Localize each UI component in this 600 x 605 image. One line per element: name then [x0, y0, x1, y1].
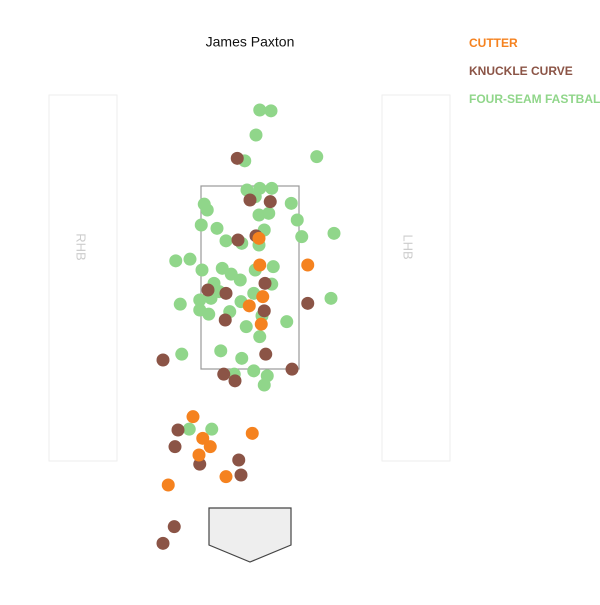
- pitch: [310, 150, 324, 164]
- pitch: [245, 426, 259, 440]
- legend: CUTTER KNUCKLE CURVE FOUR-SEAM FASTBALL: [469, 36, 600, 106]
- pitch: [264, 104, 278, 118]
- pitch: [230, 151, 244, 165]
- pitch: [252, 208, 266, 222]
- pitch: [247, 364, 261, 378]
- pitch: [214, 344, 228, 358]
- pitch: [171, 423, 185, 437]
- pitch: [200, 203, 214, 217]
- pitch: [156, 353, 170, 367]
- pitch: [254, 317, 268, 331]
- pitch: [192, 448, 206, 462]
- pitch: [201, 283, 215, 297]
- side-label: LHB: [401, 234, 416, 259]
- pitch: [253, 330, 267, 344]
- pitch: [196, 431, 210, 445]
- pitch: [252, 231, 266, 245]
- pitch: [175, 347, 189, 361]
- pitch: [203, 440, 217, 454]
- pitch: [210, 221, 224, 235]
- home-plate: [208, 507, 292, 563]
- pitch: [217, 367, 231, 381]
- pitch: [243, 193, 257, 207]
- pitch: [194, 218, 208, 232]
- pitch: [262, 206, 276, 220]
- pitch: [324, 291, 338, 305]
- pitch: [259, 347, 273, 361]
- pitch: [258, 276, 272, 290]
- chart-title: James Paxton: [206, 34, 295, 50]
- pitch: [156, 536, 170, 550]
- pitch: [182, 422, 196, 436]
- pitch: [257, 304, 271, 318]
- pitch: [161, 478, 175, 492]
- pitch: [263, 195, 277, 209]
- pitch: [232, 453, 246, 467]
- pitch: [219, 286, 233, 300]
- pitch: [242, 299, 256, 313]
- pitch: [195, 263, 209, 277]
- pitch: [168, 440, 182, 454]
- pitch: [231, 233, 245, 247]
- pitch: [186, 410, 200, 424]
- batter-box: [381, 94, 451, 462]
- pitch: [233, 273, 247, 287]
- pitch: [205, 422, 219, 436]
- points: [156, 103, 341, 550]
- legend-entry: FOUR-SEAM FASTBALL: [469, 92, 600, 106]
- pitch: [183, 252, 197, 266]
- pitch: [219, 234, 233, 248]
- pitch: [202, 307, 216, 321]
- pitch: [167, 520, 181, 534]
- pitch: [193, 293, 207, 307]
- pitch: [234, 468, 248, 482]
- pitch: [290, 213, 304, 227]
- pitch: [253, 258, 267, 272]
- legend-entry: CUTTER: [469, 36, 518, 50]
- pitch: [257, 378, 271, 392]
- pitch: [295, 230, 309, 244]
- pitch: [284, 196, 298, 210]
- pitch: [253, 103, 267, 117]
- pitch: [228, 374, 242, 388]
- pitch: [265, 181, 279, 195]
- batter-box: [48, 94, 118, 462]
- pitch: [173, 297, 187, 311]
- pitch: [219, 470, 233, 484]
- pitch: [218, 313, 232, 327]
- legend-entry: KNUCKLE CURVE: [469, 64, 573, 78]
- pitch: [301, 258, 315, 272]
- side-label: RHB: [74, 233, 89, 260]
- pitch: [235, 351, 249, 365]
- pitch: [266, 260, 280, 274]
- pitch: [249, 128, 263, 142]
- pitch: [169, 254, 183, 268]
- pitch: [285, 362, 299, 376]
- pitch: [327, 226, 341, 240]
- pitch: [301, 296, 315, 310]
- pitch: [239, 320, 253, 334]
- pitch: [256, 290, 270, 304]
- pitch: [280, 315, 294, 329]
